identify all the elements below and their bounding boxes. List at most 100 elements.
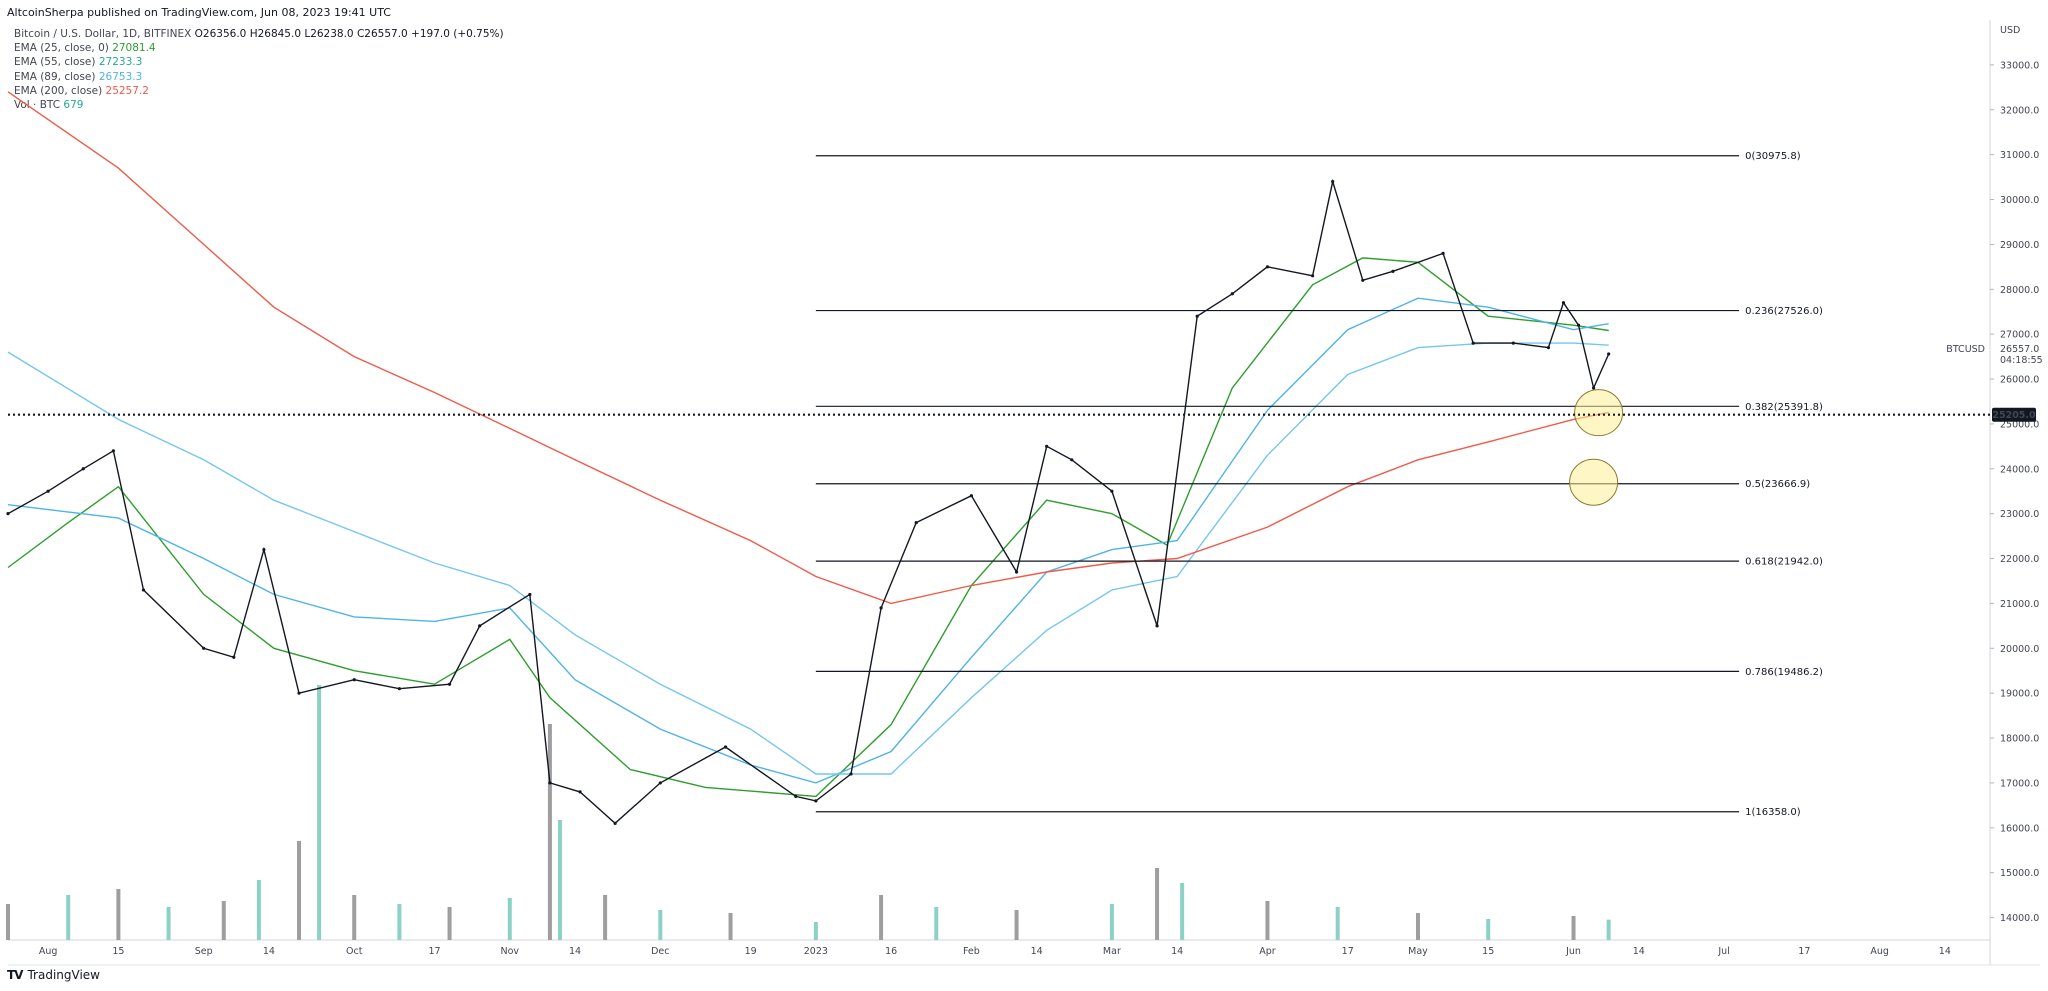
price-tick-label: 30000.0: [2000, 195, 2039, 206]
volume-bar: [397, 904, 402, 940]
legend-indicator-label: EMA (55, close): [14, 56, 96, 69]
volume-bar: [1571, 916, 1576, 940]
price-point: [658, 781, 662, 785]
volume-bar: [1109, 904, 1114, 940]
price-point: [6, 512, 10, 516]
time-tick-label: 14: [1171, 946, 1183, 957]
legend-indicator-ema25[interactable]: EMA (25, close, 0) 27081.4: [14, 41, 504, 55]
price-point: [478, 624, 482, 628]
price-point: [46, 489, 50, 493]
price-tick-label: 28000.0: [2000, 285, 2039, 296]
legend-indicator-label: EMA (89, close): [14, 70, 96, 83]
price-point: [297, 691, 301, 695]
time-tick-label: 14: [569, 946, 581, 957]
price-point: [1311, 274, 1315, 278]
volume-bar: [1335, 907, 1340, 940]
volume-bar: [934, 907, 939, 940]
price-point: [1195, 314, 1199, 318]
tradingview-footer[interactable]: TV TradingView: [7, 968, 100, 982]
price-tick-label: 32000.0: [2000, 105, 2039, 116]
price-tick-label: 20000.0: [2000, 644, 2039, 655]
time-tick-label: Aug: [39, 946, 58, 957]
time-tick-label: 14: [1031, 946, 1043, 957]
time-tick-label: Mar: [1103, 946, 1121, 957]
price-axis[interactable]: USD 33000.0 32000.0 31000.0 30000.0 29000.0 28…: [8, 25, 2043, 924]
volume-bar: [603, 895, 608, 940]
price-point: [849, 772, 853, 776]
price-point: [914, 521, 918, 525]
currency-label: USD: [2000, 25, 2020, 36]
volume-bar: [447, 907, 452, 940]
price-tick-label: 26000.0: [2000, 375, 2039, 386]
tradingview-brand: TradingView: [27, 968, 100, 982]
volume-bar: [352, 895, 357, 940]
price-point: [1265, 265, 1270, 269]
legend-indicator-ema200[interactable]: EMA (200, close) 25257.2: [14, 84, 504, 98]
price-point: [1546, 346, 1551, 350]
price-point: [1230, 292, 1234, 296]
volume-bar: [166, 907, 171, 940]
btc-price-line: [7, 178, 1610, 825]
volume-bars: [6, 685, 1611, 940]
price-point: [1155, 624, 1159, 628]
volume-bar: [547, 724, 552, 940]
price-point: [1361, 278, 1365, 282]
volume-bar: [66, 895, 71, 940]
price-point: [1014, 570, 1019, 574]
legend-indicator-ema89[interactable]: EMA (89, close) 26753.3: [14, 70, 504, 84]
price-tick-label: 21000.0: [2000, 599, 2039, 610]
fib-level-label: 0(30975.8): [1745, 151, 1801, 162]
price-point: [1441, 251, 1445, 255]
price-tick-label: 33000.0: [2000, 60, 2039, 71]
time-tick-label: 14: [1633, 946, 1645, 957]
price-tick-label: 31000.0: [2000, 150, 2039, 161]
fib-level-label: 0.618(21942.0): [1745, 557, 1823, 568]
price-tick-label: 16000.0: [2000, 823, 2039, 834]
price-point: [879, 606, 883, 610]
time-tick-label: Oct: [346, 946, 363, 957]
time-tick-label: 17: [428, 946, 440, 957]
time-tick-label: 14: [1939, 946, 1951, 957]
time-axis[interactable]: Aug 15 Sep 14 Oct 17 Nov 14 Dec 19 2023 16 Feb 14 Mar 1…: [39, 946, 1951, 957]
legend-symbol-row[interactable]: Bitcoin / U.S. Dollar, 1D, BITFINEX O263…: [14, 27, 504, 41]
legend-ohlc: O26356.0 H26845.0 L26238.0 C26557.0 +197…: [194, 28, 504, 40]
price-point: [794, 794, 798, 798]
time-tick-label: 15: [1482, 946, 1494, 957]
volume-bar: [1606, 919, 1611, 940]
annotations: [1569, 389, 1624, 506]
price-point: [1331, 179, 1335, 184]
fib-retracement[interactable]: 0(30975.8) 0.236(27526.0) 0.382(25391.8) 0.…: [815, 151, 1823, 818]
price-point: [969, 494, 974, 498]
price-point: [262, 547, 266, 552]
legend-indicator-value: 679: [63, 99, 84, 112]
last-price-label: 26557.0: [2000, 344, 2039, 355]
price-point: [1576, 323, 1581, 327]
price-line: [6, 178, 1611, 825]
legend-indicator-ema55[interactable]: EMA (55, close) 27233.3: [14, 55, 504, 69]
price-point: [613, 821, 617, 825]
volume-bar: [658, 910, 663, 940]
marked-level-tag: [1992, 407, 2036, 422]
fib-level-label: 0.236(27526.0): [1745, 306, 1823, 317]
legend-indicator-label: Vol · BTC: [14, 99, 61, 112]
price-point: [111, 449, 115, 453]
price-tick-label: 25000.0: [2000, 419, 2039, 430]
price-point: [1561, 301, 1566, 305]
price-tick-label: 22000.0: [2000, 554, 2039, 565]
fib-level-label: 0.5(23666.9): [1745, 479, 1810, 490]
time-tick-label: Dec: [651, 946, 669, 957]
marked-level-label: 25205.0: [1992, 410, 2036, 421]
time-tick-label: Sep: [195, 946, 213, 957]
price-tick-label: 24000.0: [2000, 464, 2039, 475]
legend-indicator-volume[interactable]: Vol · BTC 679: [14, 98, 504, 112]
price-tick-label: 29000.0: [2000, 240, 2039, 251]
volume-bar: [317, 685, 322, 940]
price-point: [1045, 444, 1049, 448]
publisher-header: AltcoinSherpa published on TradingView.c…: [7, 6, 391, 19]
price-point: [81, 467, 85, 471]
fib-level-label: 1(16358.0): [1745, 807, 1801, 818]
volume-bar: [221, 901, 226, 940]
price-point: [352, 678, 356, 682]
time-tick-label: Nov: [500, 946, 519, 957]
